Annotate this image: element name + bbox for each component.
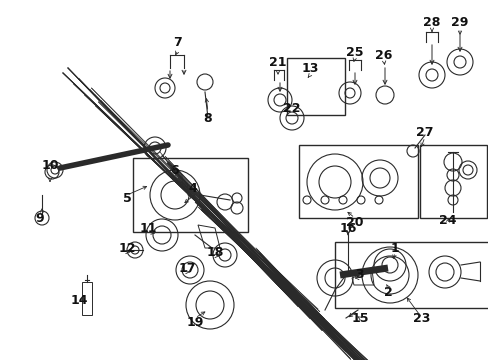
Bar	[286, 58, 345, 115]
Bar	[133, 158, 247, 232]
Text: 27: 27	[415, 126, 433, 139]
Text: 3: 3	[354, 269, 363, 282]
Text: 13: 13	[301, 62, 318, 75]
Text: 22: 22	[283, 102, 300, 114]
Text: 4: 4	[188, 181, 197, 194]
Text: 21: 21	[269, 55, 286, 68]
Text: 26: 26	[375, 49, 392, 62]
Text: 7: 7	[172, 36, 181, 49]
Text: 11: 11	[139, 221, 157, 234]
Text: 16: 16	[339, 221, 356, 234]
Text: 15: 15	[350, 311, 368, 324]
Bar	[82, 282, 92, 315]
Text: 18: 18	[206, 246, 223, 258]
Text: 17: 17	[178, 261, 195, 274]
Bar	[419, 145, 486, 218]
Bar	[334, 242, 488, 308]
Text: 24: 24	[438, 213, 456, 226]
Text: 19: 19	[186, 315, 203, 328]
Text: 14: 14	[70, 293, 87, 306]
Bar	[298, 145, 417, 218]
Text: 23: 23	[412, 311, 430, 324]
Text: 6: 6	[170, 163, 179, 176]
Text: 20: 20	[346, 216, 363, 229]
Text: 12: 12	[118, 242, 136, 255]
Text: 28: 28	[423, 15, 440, 28]
Text: 9: 9	[36, 212, 44, 225]
Text: 8: 8	[203, 112, 212, 125]
Text: 2: 2	[383, 285, 391, 298]
Text: 10: 10	[41, 158, 59, 171]
Text: 29: 29	[450, 15, 468, 28]
Text: 1: 1	[390, 242, 399, 255]
Text: 5: 5	[122, 192, 131, 204]
Text: 25: 25	[346, 45, 363, 59]
